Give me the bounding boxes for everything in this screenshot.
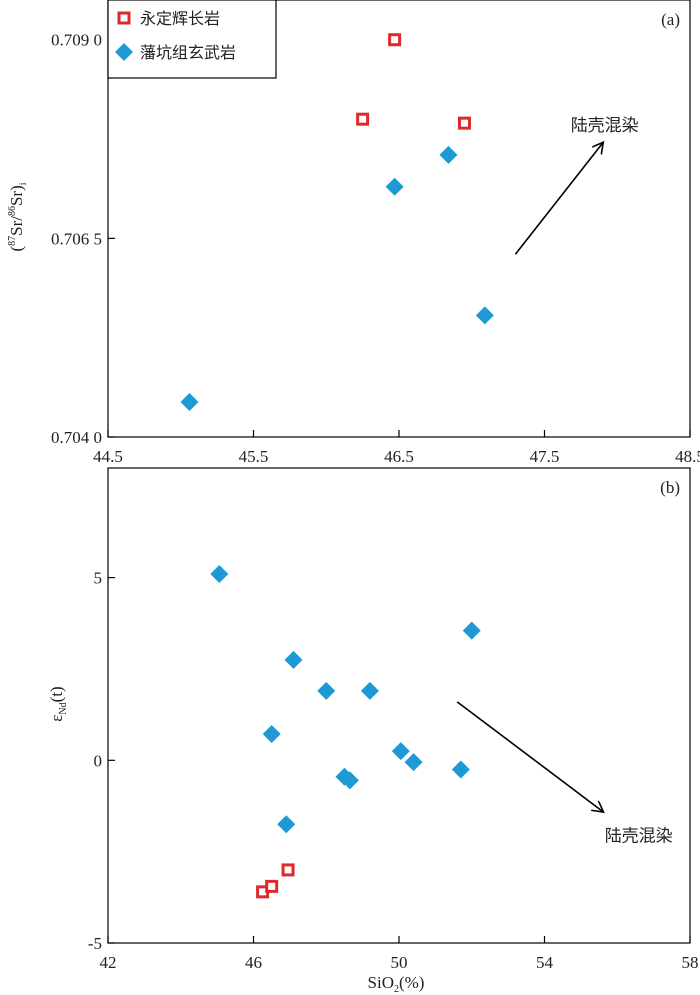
x-tick-label: 45.5 (239, 447, 269, 466)
panel-a-y-axis: 0.704 0 0.706 5 0.709 0 (51, 31, 115, 447)
basalt-point (360, 681, 379, 700)
gabbro-point (356, 112, 370, 126)
basalt-point (462, 621, 481, 640)
legend: 永定辉长岩 藩坑组玄武岩 (107, 0, 277, 79)
panel-b-points (210, 564, 481, 899)
panel-b: 42 46 50 54 58 -5 0 5 (b) εNd(t) SiO2(%) 陆壳混染 (47, 467, 699, 995)
panel-a-y-label: (87Sr/86Sr)i (7, 182, 29, 251)
basalt-point (262, 725, 281, 743)
y-tick-label: 0.706 5 (51, 229, 102, 248)
panel-b-y-label: εNd(t) (47, 686, 69, 721)
basalt-point (451, 760, 470, 779)
legend-item-basalt: 藩坑组玄武岩 (140, 43, 236, 62)
x-tick-label: 54 (536, 953, 554, 972)
basalt-point (404, 753, 423, 772)
legend-box (107, 0, 277, 79)
x-tick-label: 58 (682, 953, 699, 972)
panel-a: 44.5 45.5 46.5 47.5 48.5 0.704 0 0.706 5 0.709… (7, 0, 700, 466)
gabbro-point (281, 863, 295, 877)
legend-square-marker (117, 11, 131, 25)
contamination-arrow (456, 701, 603, 812)
basalt-point (439, 145, 458, 164)
y-tick-label: 5 (94, 569, 103, 588)
panel-b-x-axis: 42 46 50 54 58 (100, 936, 699, 972)
basalt-point (385, 177, 404, 196)
contamination-label: 陆壳混染 (605, 826, 673, 846)
x-tick-label: 42 (100, 953, 117, 972)
contamination-arrow (514, 143, 602, 255)
x-tick-label: 46 (245, 953, 262, 972)
gabbro-point (457, 116, 471, 130)
x-tick-label: 46.5 (384, 447, 414, 466)
y-tick-label: 0.709 0 (51, 31, 102, 50)
panel-b-label: (b) (660, 478, 680, 497)
legend-diamond-marker (115, 43, 133, 61)
basalt-point (284, 650, 303, 669)
basalt-point (210, 564, 229, 583)
panel-b-y-axis: -5 0 5 (88, 569, 115, 953)
basalt-point (277, 815, 296, 834)
y-tick-label: 0 (94, 751, 103, 770)
contamination-label: 陆壳混染 (571, 116, 639, 136)
x-tick-label: 44.5 (93, 447, 123, 466)
y-tick-label: 0.704 0 (51, 428, 102, 447)
panel-a-annotation: 陆壳混染 (514, 116, 639, 255)
legend-item-gabbro: 永定辉长岩 (140, 9, 220, 28)
panel-a-points (180, 33, 494, 412)
basalt-point (475, 306, 494, 325)
basalt-point (391, 742, 410, 761)
x-tick-label: 48.5 (675, 447, 700, 466)
basalt-point (340, 771, 359, 790)
panel-b-annotation: 陆壳混染 (456, 701, 673, 846)
basalt-point (317, 681, 336, 700)
x-tick-label: 50 (391, 953, 408, 972)
basalt-point (180, 393, 199, 412)
y-tick-label: -5 (88, 934, 102, 953)
panel-a-x-axis: 44.5 45.5 46.5 47.5 48.5 (93, 430, 700, 466)
gabbro-point (265, 879, 279, 893)
panel-b-frame (107, 467, 691, 944)
x-tick-label: 47.5 (530, 447, 560, 466)
gabbro-point (388, 33, 402, 47)
panel-a-label: (a) (661, 10, 680, 29)
panel-b-x-label: SiO2(%) (368, 973, 425, 995)
